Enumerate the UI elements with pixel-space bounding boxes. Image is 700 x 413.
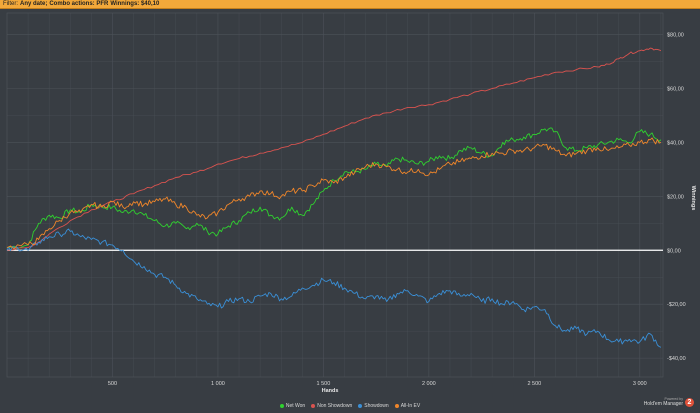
y-axis: -$40,00 -$20,00 $0,00 $20,00 $40,00 $60,00 $80… — [667, 33, 686, 363]
chart-area: -$40,00 -$20,00 $0,00 $20,00 $40,00 $60,00 $80… — [0, 10, 700, 413]
filter-actions: Combo actions: PFR — [49, 1, 109, 7]
x-axis-title: Hands — [322, 388, 339, 394]
legend-label: Non Showdown — [317, 403, 353, 409]
series-line-non-showdown — [6, 47, 662, 251]
y-axis-title: Winnings — [690, 186, 696, 211]
brand-logo-icon: 2 — [685, 397, 694, 407]
y-tick-label: $60,00 — [667, 86, 684, 92]
brand-powered-by: Powered by — [664, 397, 683, 401]
x-tick-label: 500 — [108, 381, 117, 387]
y-tick-label: $0,00 — [667, 248, 681, 254]
x-tick-label: 1 000 — [211, 381, 225, 387]
chart-legend: Net Won Non Showdown Showdown All-In EV — [0, 402, 700, 410]
series-line-all-in-ev — [6, 137, 662, 250]
legend-item[interactable]: Showdown — [358, 403, 389, 409]
series-line-net-won — [6, 127, 662, 249]
filter-bar: Filter: Any date; Combo actions: PFR Win… — [0, 0, 700, 9]
x-tick-label: 2 500 — [527, 381, 541, 387]
chart-grid — [6, 12, 664, 378]
y-tick-label: $80,00 — [667, 33, 684, 39]
brand-name: Hold'em Manager — [643, 401, 683, 407]
x-axis: 500 1 000 1 500 2 000 2 500 3 000 — [108, 381, 647, 387]
x-tick-label: 2 000 — [422, 381, 436, 387]
legend-item[interactable]: All-In EV — [394, 403, 421, 409]
filter-label: Filter: — [3, 1, 18, 7]
plot-frame — [6, 12, 664, 378]
brand: Powered by Hold'em Manager 2 — [644, 397, 694, 407]
y-tick-label: $40,00 — [667, 140, 684, 146]
y-tick-label: $20,00 — [667, 194, 684, 200]
y-tick-label: -$20,00 — [667, 302, 686, 308]
legend-item[interactable]: Net Won — [279, 403, 306, 409]
legend-item[interactable]: Non Showdown — [311, 403, 352, 409]
legend-label: All-In EV — [400, 403, 421, 409]
chart-series — [6, 47, 662, 348]
legend-label: Showdown — [364, 403, 389, 409]
filter-winnings: Winnings: $40,10 — [110, 1, 160, 7]
filter-date: Any date; — [20, 1, 48, 7]
legend-swatch — [394, 404, 399, 408]
legend-swatch — [358, 404, 363, 408]
series-line-showdown — [6, 228, 662, 348]
legend-label: Net Won — [285, 403, 306, 409]
winnings-chart: -$40,00 -$20,00 $0,00 $20,00 $40,00 $60,00 $80… — [6, 12, 696, 394]
legend-swatch — [279, 404, 284, 408]
y-tick-label: -$40,00 — [667, 356, 686, 362]
legend-swatch — [311, 404, 316, 408]
x-tick-label: 1 500 — [317, 381, 331, 387]
x-tick-label: 3 000 — [633, 381, 647, 387]
